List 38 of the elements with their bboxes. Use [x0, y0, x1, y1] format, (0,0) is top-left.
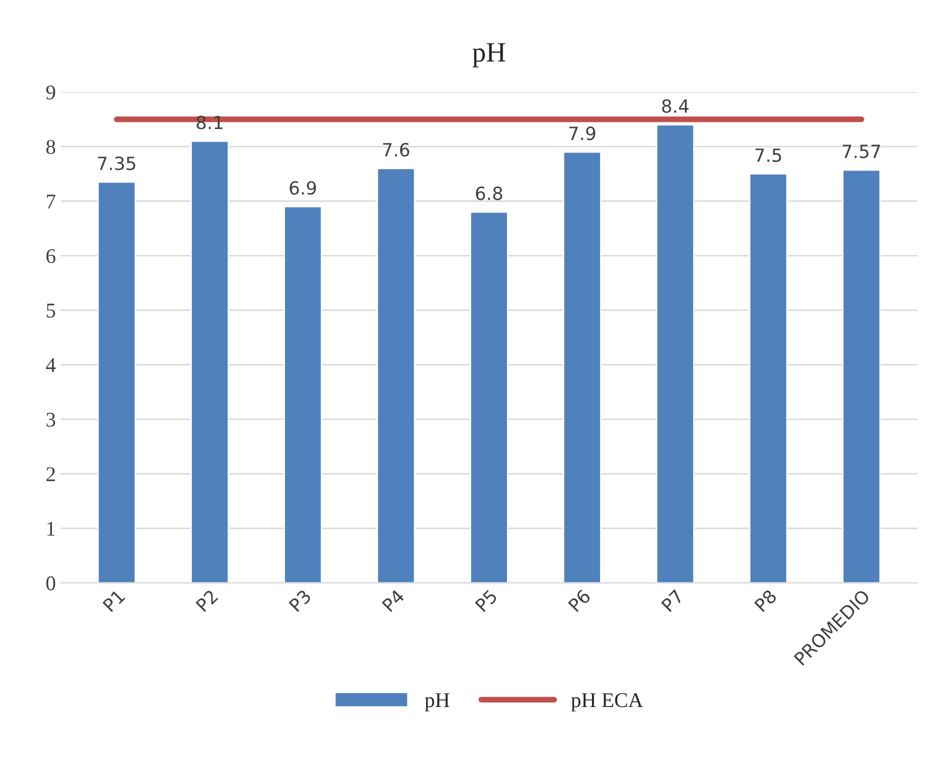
bar	[376, 168, 416, 583]
data-label: 6.8	[476, 186, 502, 200]
x-tick-label: P3	[288, 589, 312, 612]
legend-label: pH	[424, 693, 450, 712]
x-tick-label: P7	[661, 589, 684, 612]
bar	[749, 173, 788, 583]
data-label: 7.57	[842, 144, 880, 158]
bar	[470, 211, 508, 583]
legend-label: pH ECA	[571, 693, 644, 712]
x-tick-label: P4	[382, 588, 405, 612]
y-tick-label: 2	[46, 467, 55, 482]
data-label: 7.35	[98, 156, 136, 170]
y-tick-label: 5	[46, 304, 56, 318]
data-label: 6.9	[290, 181, 316, 195]
bar	[97, 181, 136, 583]
bar	[656, 124, 695, 583]
y-tick-label: 4	[46, 358, 56, 372]
bar	[284, 206, 322, 583]
y-tick-label: 0	[46, 576, 56, 590]
y-tick-label: 7	[46, 194, 56, 208]
x-tick-label: P6	[568, 588, 592, 612]
data-label: 7.5	[755, 148, 782, 162]
y-tick-label: 9	[46, 85, 56, 100]
data-label: 8.4	[662, 99, 689, 113]
y-tick-label: 1	[47, 522, 55, 536]
y-tick-label: 8	[46, 140, 56, 154]
x-tick-label: P2	[195, 589, 218, 612]
bar	[842, 169, 881, 583]
bar	[190, 140, 230, 583]
data-label: 7.9	[569, 126, 596, 140]
bar	[562, 151, 602, 583]
y-tick-label: 3	[46, 412, 56, 427]
x-tick-label: P1	[102, 589, 126, 612]
data-label: 7.6	[383, 142, 410, 157]
x-tick-label: P5	[474, 589, 498, 612]
chart-title: pH	[472, 43, 506, 68]
y-tick-label: 6	[46, 249, 56, 264]
x-tick-label: P8	[754, 588, 778, 612]
